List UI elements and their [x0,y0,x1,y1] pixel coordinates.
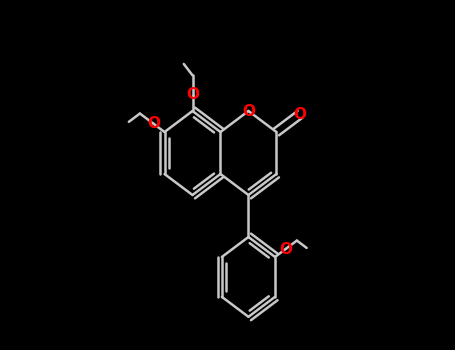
Text: O: O [186,88,199,103]
Text: O: O [294,107,307,122]
Text: O: O [147,116,160,131]
Text: O: O [242,104,255,119]
Text: O: O [279,241,292,257]
